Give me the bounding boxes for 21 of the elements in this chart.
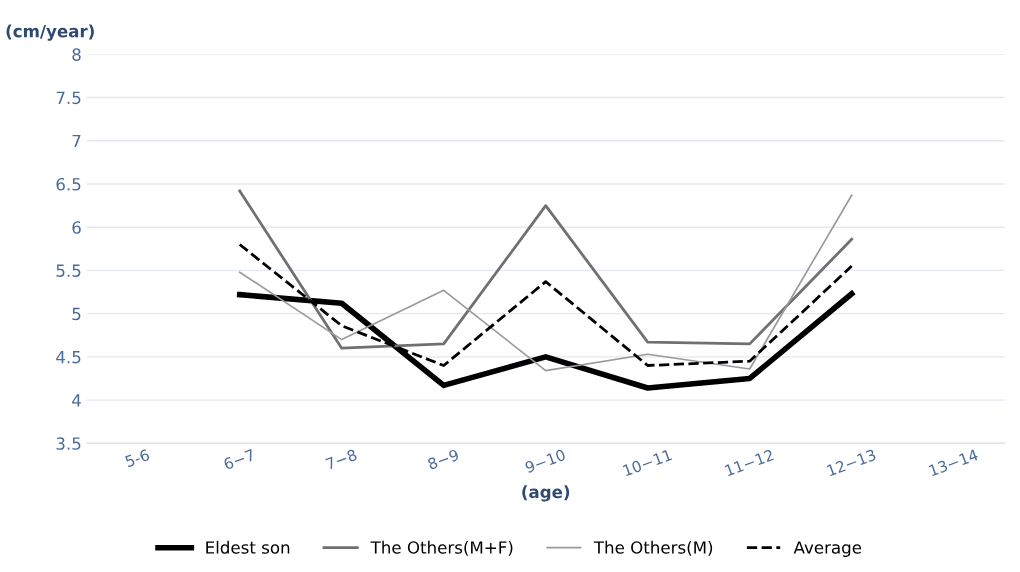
y-tick-label: 5 [72, 307, 81, 321]
y-tick-label: 7.5 [56, 91, 81, 105]
y-tick-label: 8 [72, 48, 81, 61]
x-tick-label: 5-6 [124, 448, 151, 468]
y-tick-label: 6 [72, 221, 81, 234]
y-axis-title: (cm/year) [6, 24, 94, 41]
y-tick-label: 7 [72, 134, 81, 148]
x-tick-label: 7−8 [325, 448, 358, 470]
legend-label: Average [793, 541, 862, 557]
y-tick-label: 5.5 [56, 264, 81, 277]
y-tick-label: 6.5 [56, 177, 81, 191]
y-tick-label: 4.5 [56, 351, 81, 364]
legend-label: The Others(M+F) [370, 540, 513, 556]
x-axis-title: (age) [522, 485, 570, 502]
x-tick-label: 6−7 [223, 448, 256, 470]
legend-label: The Others(M) [593, 540, 713, 556]
y-tick-label: 3.5 [56, 437, 81, 450]
x-tick-label: 8−9 [427, 448, 460, 470]
y-tick-label: 4 [72, 394, 81, 407]
legend-label: Eldest son [206, 540, 290, 554]
x-tick-label: 9−10 [524, 448, 566, 474]
